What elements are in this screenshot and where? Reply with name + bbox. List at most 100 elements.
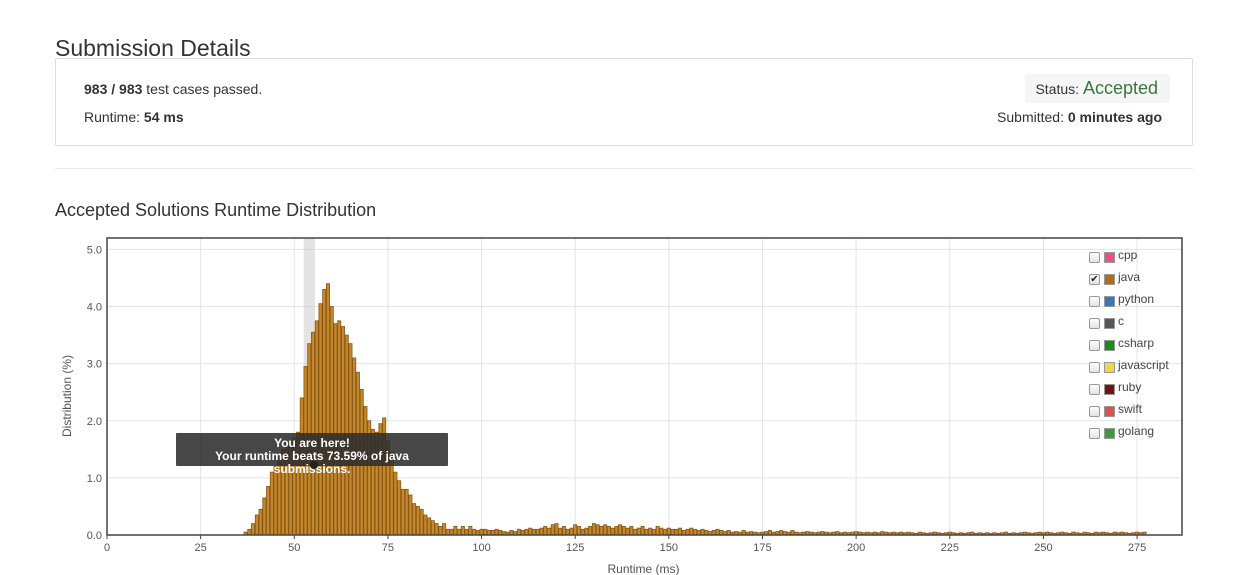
- legend-item-golang[interactable]: golang: [1089, 420, 1183, 442]
- legend-item-java[interactable]: ✔ java: [1089, 266, 1183, 288]
- histogram-bar: [621, 526, 626, 536]
- status-value[interactable]: Accepted: [1082, 78, 1158, 98]
- histogram-bar: [408, 494, 413, 536]
- histogram-bar: [479, 528, 484, 536]
- histogram-bar: [693, 528, 698, 536]
- legend-swatch: [1104, 383, 1115, 395]
- y-tick-label: 3.0: [87, 359, 102, 371]
- x-tick-label: 175: [753, 542, 771, 554]
- histogram-bar: [550, 524, 555, 536]
- legend-label: golang: [1118, 424, 1155, 438]
- legend-checkbox[interactable]: [1089, 317, 1100, 329]
- legend-label: cpp: [1118, 248, 1138, 262]
- page-title: Submission Details: [55, 35, 251, 62]
- y-axis-label: Distribution (%): [60, 355, 74, 437]
- histogram-bar: [554, 523, 559, 536]
- histogram-bar: [561, 526, 566, 536]
- histogram-bar: [636, 527, 641, 536]
- histogram-bar: [558, 527, 563, 536]
- legend-item-cpp[interactable]: cpp: [1089, 244, 1183, 266]
- legend-checkbox[interactable]: [1089, 251, 1100, 263]
- histogram-bar: [464, 528, 469, 536]
- legend-checkbox[interactable]: ✔: [1089, 273, 1100, 285]
- tooltip-line1: You are here!: [274, 436, 350, 450]
- histogram-bar: [678, 527, 683, 536]
- histogram-bar: [322, 289, 327, 536]
- histogram-bar: [258, 508, 263, 536]
- histogram-bar: [610, 527, 615, 536]
- legend-item-javascript[interactable]: javascript: [1089, 354, 1183, 376]
- legend-label: javascript: [1118, 358, 1169, 372]
- legend-checkbox[interactable]: [1089, 427, 1100, 439]
- histogram-bar: [524, 528, 529, 536]
- histogram-bar: [715, 528, 720, 536]
- histogram-bar: [314, 320, 319, 536]
- legend-item-ruby[interactable]: ruby: [1089, 376, 1183, 398]
- histogram-bar: [419, 508, 424, 536]
- histogram-bar: [580, 528, 585, 536]
- histogram-bar: [412, 503, 417, 536]
- histogram-bar: [442, 523, 447, 536]
- legend-checkbox[interactable]: [1089, 383, 1100, 395]
- histogram-bar: [472, 528, 477, 536]
- legend-label: c: [1118, 314, 1124, 328]
- legend-checkbox[interactable]: [1089, 361, 1100, 373]
- passed-count: 983: [84, 81, 108, 97]
- submitted-line: Submitted: 0 minutes ago: [997, 109, 1162, 125]
- x-tick-label: 250: [1034, 542, 1052, 554]
- legend-label: python: [1118, 292, 1155, 306]
- runtime-label: Runtime:: [84, 109, 141, 125]
- histogram-bar: [565, 528, 570, 536]
- histogram-bar: [588, 526, 593, 536]
- histogram-bar: [640, 526, 645, 536]
- histogram-bar: [273, 466, 278, 536]
- histogram-bar: [674, 528, 679, 536]
- y-tick-label: 1.0: [87, 473, 102, 485]
- x-axis-label: Runtime (ms): [607, 562, 679, 575]
- histogram-bar: [651, 528, 656, 536]
- histogram-bar: [460, 526, 465, 536]
- histogram-bar: [666, 527, 671, 536]
- histogram-bar: [468, 526, 473, 536]
- divider: [55, 168, 1193, 169]
- histogram-bar: [543, 526, 548, 536]
- legend-checkbox[interactable]: [1089, 295, 1100, 307]
- histogram-bar: [663, 528, 668, 536]
- histogram-bar: [689, 527, 694, 536]
- histogram-bar: [655, 526, 660, 536]
- histogram-bar: [606, 526, 611, 536]
- legend-checkbox[interactable]: [1089, 339, 1100, 351]
- histogram-bar: [254, 514, 259, 536]
- legend-label: java: [1118, 270, 1141, 284]
- legend-swatch: [1104, 295, 1115, 307]
- x-tick-label: 125: [566, 542, 584, 554]
- x-tick-label: 150: [660, 542, 678, 554]
- legend-item-csharp[interactable]: csharp: [1089, 332, 1183, 354]
- histogram-bar: [400, 488, 405, 536]
- tooltip-line2: Your runtime beats 73.59% of java submis…: [215, 449, 409, 476]
- histogram-bar: [341, 326, 345, 536]
- y-tick-label: 5.0: [87, 244, 102, 256]
- runtime-value: 54 ms: [143, 109, 184, 125]
- histogram-bar: [247, 528, 252, 536]
- histogram-bar: [584, 527, 589, 536]
- submitted-label: Submitted:: [997, 109, 1064, 125]
- histogram-bar: [659, 527, 664, 536]
- histogram-bar: [337, 320, 342, 536]
- x-tick-label: 75: [382, 542, 394, 554]
- histogram-bar: [393, 471, 398, 536]
- legend-item-c[interactable]: c: [1089, 310, 1183, 332]
- legend-item-python[interactable]: python: [1089, 288, 1183, 310]
- status-label: Status:: [1035, 81, 1080, 97]
- y-tick-label: 2.0: [87, 416, 102, 428]
- legend-swatch: [1104, 405, 1115, 417]
- histogram-bar: [434, 523, 439, 536]
- histogram-bar: [614, 526, 619, 536]
- histogram-bar: [269, 471, 274, 536]
- x-tick-label: 50: [288, 542, 300, 554]
- histogram-bar: [329, 306, 334, 536]
- histogram-bar: [415, 506, 420, 536]
- legend-item-swift[interactable]: swift: [1089, 398, 1183, 420]
- legend-checkbox[interactable]: [1089, 405, 1100, 417]
